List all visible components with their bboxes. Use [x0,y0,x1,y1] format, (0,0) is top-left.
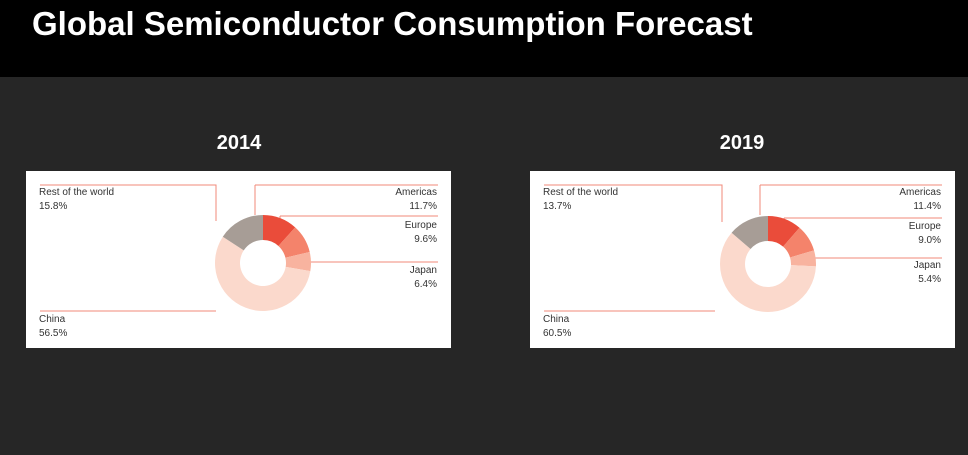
slice-rest-of-the-world [222,215,263,251]
chart-title-2019: 2019 [719,132,765,154]
value-europe: 9.6% [414,234,437,245]
value-americas: 11.4% [913,201,941,212]
chart-svg-2019 [544,184,942,312]
slice-europe [783,227,815,258]
label-china: China [543,314,570,325]
chart-title-2014: 2014 [216,132,262,154]
label-americas: Americas [899,187,941,198]
value-china: 60.5% [543,328,572,339]
label-europe: Europe [908,221,941,232]
label-china: China [39,314,66,325]
value-china: 56.5% [39,328,68,339]
slice-china [214,236,311,312]
label-japan: Japan [913,260,941,271]
donut-chart-2019: Rest of the world 13.7% Americas 11.4% E… [530,171,955,348]
page-title: Global Semiconductor Consumption Forecas… [32,5,753,42]
donut-chart-2014: Rest of the world 15.8% Americas 11.7% E… [26,171,451,348]
label-rest-of-world: Rest of the world [39,187,115,198]
slice-americas [768,216,800,247]
value-rest-of-world: 13.7% [543,201,572,212]
slice-china [720,232,816,312]
value-rest-of-world: 15.8% [39,201,68,212]
slice-europe [278,227,310,258]
label-europe: Europe [404,220,437,231]
label-americas: Americas [395,187,437,198]
leader-lines [40,184,438,312]
label-japan: Japan [409,265,437,276]
slice-japan [285,251,311,272]
value-americas: 11.7% [409,201,437,212]
slices [214,215,311,312]
slice-japan [790,250,817,267]
chart-svg-2014 [40,184,438,312]
slice-rest-of-the-world [731,216,768,250]
slices [720,216,817,312]
slice-americas [263,215,296,246]
title-bar: Global Semiconductor Consumption Forecas… [0,0,968,77]
value-europe: 9.0% [918,235,941,246]
label-rest-of-world: Rest of the world [543,187,619,198]
value-japan: 5.4% [918,274,941,285]
value-japan: 6.4% [414,279,437,290]
